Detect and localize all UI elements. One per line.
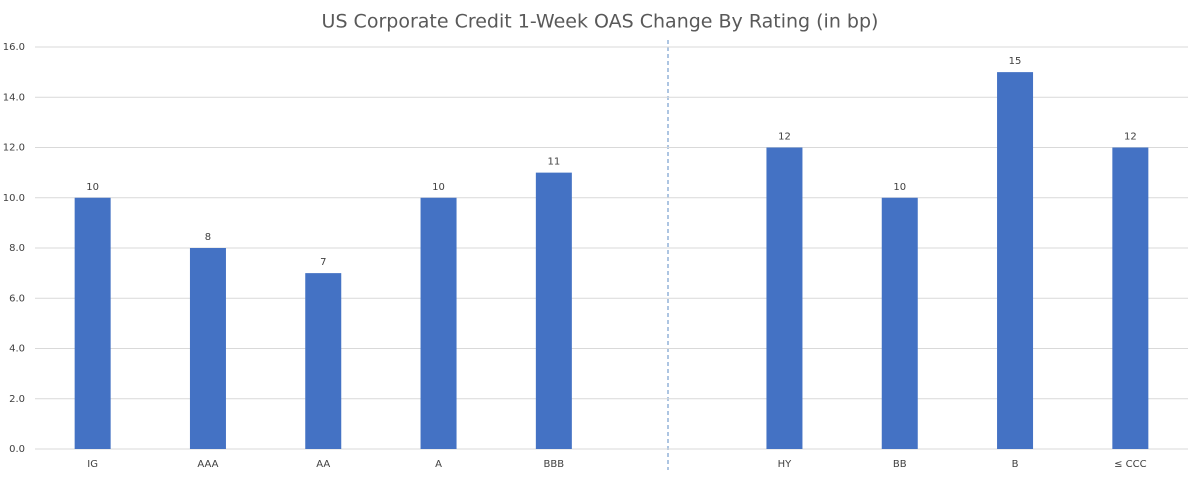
y-tick-label: 6.0 [9,293,25,304]
y-tick-label: 2.0 [9,394,25,405]
data-label: 12 [1124,132,1137,143]
y-tick-label: 12.0 [3,143,25,154]
bar [535,172,572,449]
x-tick-label: ≤ CCC [1114,459,1147,470]
data-label: 7 [320,257,326,268]
y-tick-label: 14.0 [3,92,25,103]
data-label: 10 [893,182,906,193]
x-tick-label: BB [893,459,907,470]
y-tick-label: 8.0 [9,243,25,254]
x-tick-label: A [435,459,442,470]
bar [420,197,457,449]
data-label: 15 [1009,56,1022,67]
bar [997,72,1034,449]
x-tick-label: BBB [544,459,565,470]
x-tick-label: HY [778,459,793,470]
data-label: 10 [86,182,99,193]
bar [189,248,226,449]
chart-title: US Corporate Credit 1-Week OAS Change By… [322,11,879,33]
bar [766,147,803,449]
data-label: 12 [778,132,791,143]
x-tick-label: AAA [197,459,218,470]
x-tick-label: AA [316,459,330,470]
y-tick-label: 4.0 [9,344,25,355]
y-tick-label: 10.0 [3,193,25,204]
bar [881,197,918,449]
bar [305,273,342,449]
x-tick-label: B [1012,459,1019,470]
y-tick-label: 0.0 [9,444,25,455]
data-label: 8 [205,232,211,243]
y-tick-label: 16.0 [3,42,25,53]
data-label: 10 [432,182,445,193]
data-label: 11 [547,157,560,168]
x-tick-label: IG [87,459,98,470]
bar [1112,147,1149,449]
bar [74,197,111,449]
